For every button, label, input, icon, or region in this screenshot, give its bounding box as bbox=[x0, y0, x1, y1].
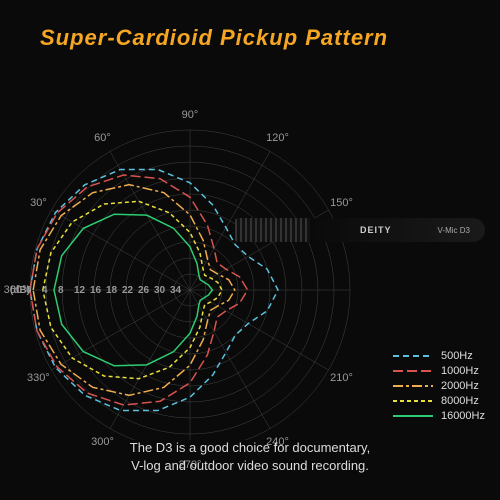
db-label: 22 bbox=[122, 285, 133, 296]
db-label: 4 bbox=[42, 285, 48, 296]
legend: 500Hz 1000Hz 2000Hz 8000Hz 16000Hz bbox=[393, 347, 485, 425]
angle-label: 210° bbox=[330, 372, 353, 384]
db-label: 34 bbox=[170, 285, 181, 296]
legend-label: 500Hz bbox=[441, 350, 473, 362]
legend-label: 8000Hz bbox=[441, 395, 479, 407]
legend-row: 2000Hz bbox=[393, 380, 485, 392]
chart-title: Super-Cardioid Pickup Pattern bbox=[40, 25, 388, 51]
legend-row: 500Hz bbox=[393, 350, 485, 362]
legend-label: 2000Hz bbox=[441, 380, 479, 392]
legend-row: 1000Hz bbox=[393, 365, 485, 377]
db-label: 16 bbox=[90, 285, 101, 296]
footer-text: The D3 is a good choice for documentary,… bbox=[0, 439, 500, 475]
angle-label: 90° bbox=[182, 109, 199, 121]
db-label: 12 bbox=[74, 285, 85, 296]
db-label: 8 bbox=[58, 285, 64, 296]
angle-label: 150° bbox=[330, 197, 353, 209]
mic-brand: DEITY bbox=[360, 225, 392, 235]
legend-row: 8000Hz bbox=[393, 395, 485, 407]
angle-label: 330° bbox=[27, 372, 50, 384]
legend-label: 16000Hz bbox=[441, 410, 485, 422]
db-label: 18 bbox=[106, 285, 117, 296]
mic-model: V-Mic D3 bbox=[438, 226, 470, 235]
db-label: 30 bbox=[154, 285, 165, 296]
legend-label: 1000Hz bbox=[441, 365, 479, 377]
db-label: 26 bbox=[138, 285, 149, 296]
angle-label: 30° bbox=[30, 197, 47, 209]
microphone-graphic: DEITY V-Mic D3 bbox=[235, 218, 485, 242]
angle-label: 60° bbox=[94, 132, 111, 144]
footer-line-1: The D3 is a good choice for documentary, bbox=[0, 439, 500, 457]
angle-label: 120° bbox=[266, 132, 289, 144]
legend-row: 16000Hz bbox=[393, 410, 485, 422]
footer-line-2: V-log and outdoor video sound recording. bbox=[0, 457, 500, 475]
db-label: 0 bbox=[26, 285, 32, 296]
